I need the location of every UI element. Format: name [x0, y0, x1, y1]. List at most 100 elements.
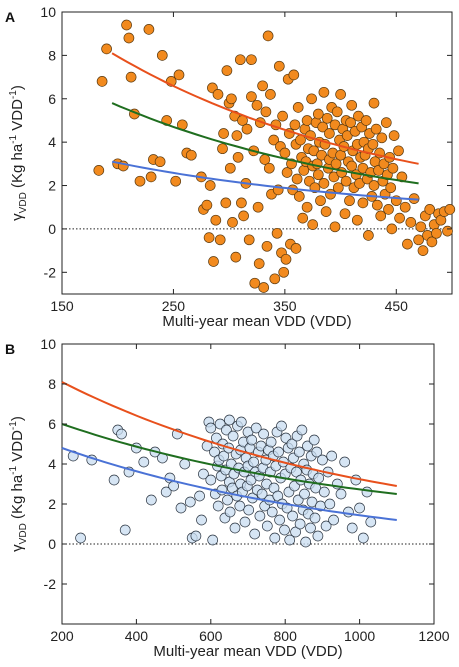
data-point [399, 201, 411, 213]
data-point [265, 89, 276, 100]
data-point [261, 240, 273, 252]
data-point [238, 210, 249, 222]
data-point [307, 219, 319, 230]
data-point [308, 434, 320, 446]
data-point [402, 238, 413, 250]
y-tick-label: 6 [48, 91, 56, 107]
data-point [116, 428, 127, 440]
x-tick-label: 450 [385, 298, 409, 314]
x-tick-label: 350 [273, 298, 297, 314]
data-point [312, 108, 324, 120]
data-point [261, 520, 273, 532]
data-point [375, 210, 387, 222]
data-point [230, 251, 242, 263]
data-point [208, 256, 219, 267]
data-point [243, 504, 255, 516]
data-point [351, 214, 363, 226]
data-point [312, 530, 324, 542]
data-point [290, 243, 302, 254]
plot-frame [61, 11, 453, 295]
data-point [204, 180, 216, 191]
data-point [234, 54, 246, 66]
fit-line-3 [111, 160, 419, 201]
data-point [326, 450, 338, 462]
data-point [246, 434, 258, 446]
data-point [296, 424, 308, 436]
data-point [269, 273, 281, 285]
data-point [317, 121, 329, 133]
data-point [297, 212, 309, 224]
panel-letter: B [5, 341, 15, 357]
data-point [301, 115, 313, 126]
data-point [360, 115, 372, 126]
y-axis-label-part: -1 [8, 134, 19, 143]
data-point [385, 182, 397, 194]
data-point [281, 167, 293, 178]
fit-line-1 [111, 52, 419, 165]
data-point [276, 420, 287, 432]
x-tick-label: 600 [199, 628, 223, 644]
y-axis-label-part: γ [9, 213, 26, 221]
data-point [344, 195, 355, 207]
y-axis-label-part: (Kg ha [9, 143, 26, 192]
data-point [145, 171, 157, 183]
data-point [125, 71, 137, 83]
data-point [357, 197, 369, 209]
data-point [279, 147, 291, 159]
data-point [328, 514, 339, 526]
data-point [108, 474, 120, 486]
y-axis-label-part: VDD [18, 192, 29, 213]
data-point [444, 204, 456, 215]
data-point [371, 199, 383, 211]
data-point [221, 65, 233, 76]
data-point [210, 214, 222, 226]
data-point [123, 32, 135, 44]
data-point [248, 456, 259, 468]
data-point [376, 132, 388, 144]
x-tick-label: 1200 [418, 628, 449, 644]
data-point [194, 490, 205, 502]
x-tick-label: 200 [50, 628, 74, 644]
y-axis-label-part: VDD [18, 523, 29, 544]
data-point [201, 199, 213, 211]
data-point [393, 145, 404, 157]
data-point [331, 106, 343, 118]
plot-frame [61, 343, 435, 625]
data-point [324, 498, 336, 510]
data-point [329, 221, 341, 233]
data-point [370, 123, 382, 135]
data-point [134, 175, 146, 187]
x-tick-label: 800 [274, 628, 298, 644]
data-point [218, 450, 230, 462]
data-point [302, 440, 313, 452]
data-point [232, 151, 244, 163]
data-point [269, 532, 281, 544]
x-axis-label: Multi-year mean VDD (VDD) [153, 643, 342, 660]
data-point [299, 488, 310, 500]
data-point [293, 446, 305, 458]
scatter-points [93, 19, 456, 293]
data-point [278, 266, 290, 278]
data-point [262, 30, 274, 42]
data-point [298, 165, 310, 176]
data-point [318, 486, 330, 498]
data-point [317, 454, 328, 466]
data-point [205, 474, 217, 486]
data-point [254, 510, 266, 522]
data-point [184, 496, 196, 508]
data-point [306, 93, 317, 105]
data-point [75, 532, 86, 544]
data-point [426, 236, 438, 248]
y-axis-label: γVDD (Kg ha-1 VDD-1) [8, 416, 29, 552]
data-point [324, 128, 335, 139]
data-point [424, 204, 436, 215]
data-point [250, 422, 262, 434]
data-point [320, 520, 332, 532]
data-point [335, 488, 347, 500]
data-point [173, 69, 185, 81]
data-point [311, 446, 323, 458]
y-axis-label-part: -1 [8, 90, 19, 99]
data-point [273, 60, 285, 72]
panel-b-chart: B 200 400 600 800 1000 1200 -2 0 2 4 6 8 10 Multi-year… [5, 336, 450, 660]
data-point [241, 123, 253, 135]
